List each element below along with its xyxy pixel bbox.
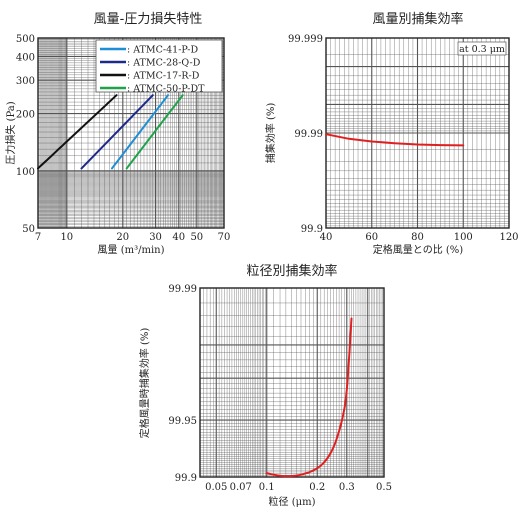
chart1-x-tick-label: 10 — [60, 232, 73, 243]
chart1-x-tick-label: 70 — [218, 232, 231, 243]
chart1-y-axis-label: 圧力損失 (Pa) — [4, 101, 17, 164]
chart2-series-line — [325, 133, 465, 147]
chart1-title: 風量-圧力損失特性 — [94, 12, 203, 27]
chart1-legend-box — [95, 39, 223, 93]
chart2-x-axis-label: 定格風量との比 (%) — [373, 243, 463, 256]
chart1-series-line — [37, 94, 118, 170]
chart2-x-tick-label: 80 — [411, 232, 424, 243]
chart2-y-tick-label: 99.9 — [301, 224, 323, 235]
chart2-x-tick-label: 40 — [320, 232, 333, 243]
chart1-x-tick-label: 30 — [149, 232, 162, 243]
chart1-y-tick-label: 300 — [16, 76, 35, 87]
chart2-annotation-box — [457, 41, 507, 56]
chart1-series-line — [111, 94, 169, 170]
chart1-y-tick-label: 100 — [16, 167, 35, 178]
chart1-x-tick-label: 20 — [116, 232, 129, 243]
chart2-x-tick-label: 100 — [454, 232, 473, 243]
chart3-x-tick-label: 0.07 — [230, 482, 252, 493]
chart2-y-tick-label: 99.999 — [288, 34, 323, 45]
chart2-title: 風量別捕集効率 — [372, 11, 463, 27]
chart1-x-tick-label: 50 — [190, 232, 203, 243]
chart3-plot-frame — [199, 287, 385, 478]
chart1-x-tick-label: 7 — [35, 232, 41, 243]
chart3-y-tick-label: 99.9 — [175, 473, 197, 484]
chart3-series-line — [265, 317, 353, 478]
chart3-title: 粒径別捕集効率 — [246, 263, 337, 279]
chart3-x-tick-label: 0.3 — [339, 482, 355, 493]
chart1-y-tick-label: 400 — [16, 52, 35, 63]
chart2-y-axis-label: 捕集効率 (%) — [264, 103, 277, 164]
chart2-plot-frame — [325, 37, 510, 229]
chart1-x-tick-label: 40 — [172, 232, 185, 243]
chart1-y-tick-label: 200 — [16, 110, 35, 121]
chart1-legend-label: : ATMC-17-R-D — [127, 71, 200, 82]
chart2-x-tick-label: 60 — [365, 232, 378, 243]
chart3-x-axis-label: 粒径 (μm) — [269, 495, 316, 508]
chart3-y-axis-label: 定格風量時捕集効率 (%) — [138, 328, 151, 439]
chart1-y-tick-label: 500 — [16, 34, 35, 45]
chart3-x-tick-label: 0.2 — [309, 482, 325, 493]
chart1-legend-label: : ATMC-41-P-D — [127, 45, 198, 56]
chart1-series-line — [125, 94, 184, 170]
chart1-plot-frame — [37, 37, 225, 229]
chart3-x-tick-label: 0.1 — [259, 482, 275, 493]
chart3-x-tick-label: 0.5 — [376, 482, 392, 493]
chart3-x-tick-label: 0.05 — [205, 482, 227, 493]
chart1-series-line — [80, 94, 154, 170]
chart1-legend-label: : ATMC-50-P-DT — [127, 84, 205, 95]
chart2-annotation: at 0.3 μm — [459, 44, 505, 55]
chart1-x-axis-label: 風量 (m³/min) — [98, 244, 165, 256]
chart2-y-tick-label: 99.99 — [294, 129, 323, 140]
chart2-x-tick-label: 120 — [499, 232, 518, 243]
chart1-legend-label: : ATMC-28-Q-D — [127, 58, 201, 69]
chart1-y-tick-label: 50 — [22, 224, 35, 235]
chart3-y-tick-label: 99.99 — [168, 284, 197, 295]
chart3-y-tick-label: 99.95 — [168, 416, 197, 427]
